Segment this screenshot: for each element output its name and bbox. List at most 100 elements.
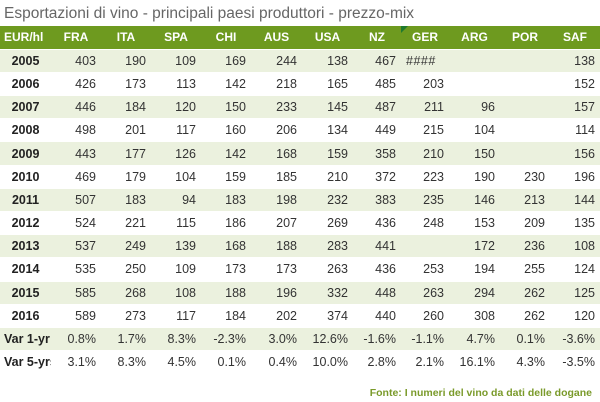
data-cell[interactable]: 210 [302, 165, 353, 189]
data-cell[interactable]: 253 [401, 257, 449, 282]
data-cell[interactable]: 165 [302, 72, 353, 97]
data-cell[interactable]: 190 [449, 165, 500, 189]
data-cell[interactable]: 260 [401, 304, 449, 328]
data-cell[interactable] [449, 72, 500, 97]
data-cell[interactable]: 426 [51, 72, 101, 97]
data-cell[interactable]: 115 [151, 211, 201, 236]
data-cell[interactable]: 183 [201, 188, 251, 213]
data-cell[interactable]: 449 [353, 118, 401, 143]
data-cell[interactable]: 188 [251, 234, 302, 259]
data-cell[interactable]: 153 [449, 211, 500, 236]
data-cell[interactable]: 467 [353, 49, 401, 73]
data-cell[interactable]: 213 [500, 188, 550, 213]
data-cell[interactable]: 230 [500, 165, 550, 189]
data-cell[interactable]: 117 [151, 118, 201, 143]
data-cell[interactable]: 188 [201, 281, 251, 305]
data-cell[interactable]: 168 [251, 141, 302, 166]
header-country-11[interactable]: SAF [550, 26, 600, 50]
row-label-cell[interactable]: Var 5-yrs [0, 350, 57, 375]
data-cell[interactable]: 173 [251, 257, 302, 282]
data-cell[interactable]: 0.1% [201, 350, 251, 375]
data-cell[interactable]: 269 [302, 211, 353, 236]
data-cell[interactable]: 150 [449, 141, 500, 166]
data-cell[interactable]: 383 [353, 188, 401, 213]
data-cell[interactable]: 156 [550, 141, 600, 166]
data-cell[interactable]: 152 [550, 72, 600, 97]
data-cell[interactable]: 196 [550, 165, 600, 189]
data-cell[interactable]: 248 [401, 211, 449, 236]
data-cell[interactable]: 469 [51, 165, 101, 189]
data-cell[interactable]: 4.3% [500, 350, 550, 375]
data-cell[interactable]: 203 [401, 72, 449, 97]
data-cell[interactable]: 218 [251, 72, 302, 97]
data-cell[interactable]: 172 [449, 234, 500, 259]
data-cell[interactable]: 109 [151, 257, 201, 282]
data-cell[interactable]: 221 [101, 211, 151, 236]
data-cell[interactable]: 263 [401, 281, 449, 305]
data-cell[interactable]: 183 [101, 188, 151, 213]
data-cell[interactable]: 283 [302, 234, 353, 259]
data-cell[interactable]: 135 [550, 211, 600, 236]
row-label-cell[interactable]: 2008 [0, 118, 51, 143]
data-cell[interactable]: 2.8% [353, 350, 401, 375]
header-unit-cell[interactable]: EUR/hl [0, 26, 51, 50]
row-label-cell[interactable]: 2006 [0, 72, 51, 97]
data-cell[interactable]: 12.6% [302, 327, 353, 352]
header-country-5[interactable]: AUS [251, 26, 302, 50]
data-cell[interactable]: 223 [401, 165, 449, 189]
data-cell[interactable]: 120 [151, 95, 201, 120]
data-cell[interactable]: 358 [353, 141, 401, 166]
data-cell[interactable]: 4.7% [449, 327, 500, 352]
data-cell[interactable]: 537 [51, 234, 101, 259]
data-cell[interactable]: 168 [201, 234, 251, 259]
row-label-cell[interactable]: 2007 [0, 95, 51, 120]
data-cell[interactable]: 4.5% [151, 350, 201, 375]
data-cell[interactable]: 498 [51, 118, 101, 143]
data-cell[interactable]: 294 [449, 281, 500, 305]
data-cell[interactable]: 448 [353, 281, 401, 305]
data-cell[interactable]: 263 [302, 257, 353, 282]
data-cell[interactable]: 139 [151, 234, 201, 259]
data-cell[interactable]: 104 [449, 118, 500, 143]
row-label-cell[interactable]: 2009 [0, 141, 51, 166]
data-cell[interactable]: 403 [51, 49, 101, 73]
data-cell[interactable]: 206 [251, 118, 302, 143]
data-cell[interactable]: 190 [101, 49, 151, 73]
data-cell[interactable]: 196 [251, 281, 302, 305]
data-cell[interactable]: 507 [51, 188, 101, 213]
data-cell[interactable]: 589 [51, 304, 101, 328]
data-cell[interactable] [449, 49, 500, 73]
row-label-cell[interactable]: 2010 [0, 165, 51, 189]
data-cell[interactable]: 120 [550, 304, 600, 328]
data-cell[interactable]: 585 [51, 281, 101, 305]
data-cell[interactable]: 244 [251, 49, 302, 73]
data-cell[interactable]: 184 [101, 95, 151, 120]
header-country-7[interactable]: NZ [353, 26, 401, 50]
data-cell[interactable]: 374 [302, 304, 353, 328]
row-label-cell[interactable]: 2016 [0, 304, 51, 328]
data-cell[interactable]: 232 [302, 188, 353, 213]
data-cell[interactable]: 134 [302, 118, 353, 143]
data-cell[interactable]: 146 [449, 188, 500, 213]
data-cell[interactable]: 96 [449, 95, 500, 120]
data-cell[interactable]: 207 [251, 211, 302, 236]
data-cell[interactable]: 440 [353, 304, 401, 328]
row-label-cell[interactable]: 2014 [0, 257, 51, 282]
header-country-9[interactable]: ARG [449, 26, 500, 50]
data-cell[interactable]: 109 [151, 49, 201, 73]
data-cell[interactable]: 159 [201, 165, 251, 189]
data-cell[interactable]: 117 [151, 304, 201, 328]
row-label-cell[interactable]: Var 1-yr [0, 327, 51, 352]
data-cell[interactable]: 104 [151, 165, 201, 189]
data-cell[interactable] [500, 72, 550, 97]
data-cell[interactable]: 215 [401, 118, 449, 143]
data-cell[interactable]: 173 [201, 257, 251, 282]
data-cell[interactable]: -1.1% [401, 327, 449, 352]
row-label-cell[interactable]: 2005 [0, 49, 51, 73]
data-cell[interactable]: 150 [201, 95, 251, 120]
header-country-10[interactable]: POR [500, 26, 550, 50]
data-cell[interactable]: 441 [353, 234, 401, 259]
data-cell[interactable]: 308 [449, 304, 500, 328]
data-cell[interactable]: 177 [101, 141, 151, 166]
data-cell[interactable]: #### [401, 49, 449, 73]
